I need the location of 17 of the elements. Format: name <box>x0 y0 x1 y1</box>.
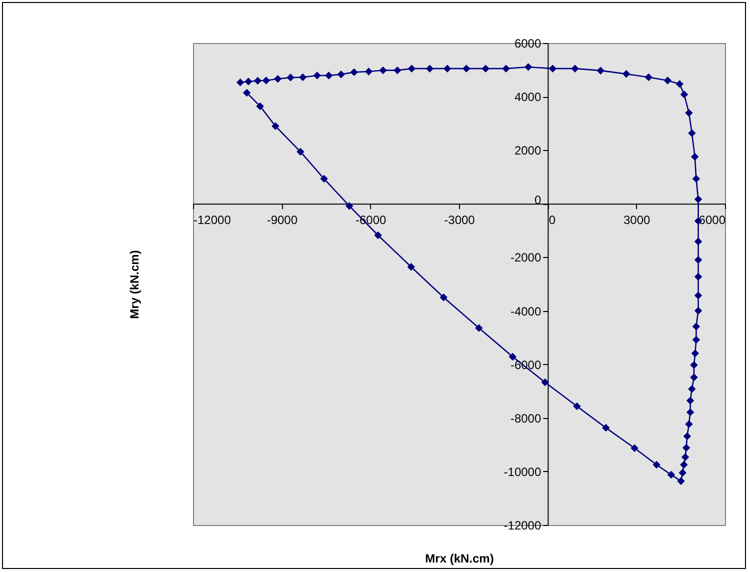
y-tick-label: 2000 <box>514 144 542 158</box>
x-tick-label: -9000 <box>266 213 298 228</box>
x-axis-title: Mrx (kN.cm) <box>425 552 494 566</box>
x-tick-label: 0 <box>548 213 556 228</box>
y-tick-label: -2000 <box>510 250 542 265</box>
x-tick-label: 6000 <box>698 213 726 228</box>
x-tick-label: 3000 <box>623 213 651 228</box>
y-tick-label: 0 <box>534 193 542 208</box>
y-tick-label: -12000 <box>504 518 542 532</box>
x-tick-label: -12000 <box>194 213 232 228</box>
y-tick-label: -8000 <box>510 411 542 426</box>
y-tick-label: 6000 <box>514 36 542 50</box>
y-tick-label: 4000 <box>514 90 542 104</box>
y-tick-label: -10000 <box>504 464 542 479</box>
y-tick-label: -4000 <box>510 304 542 318</box>
x-tick-label: -3000 <box>444 213 476 228</box>
y-axis-title: Mry (kN.cm) <box>128 250 142 319</box>
